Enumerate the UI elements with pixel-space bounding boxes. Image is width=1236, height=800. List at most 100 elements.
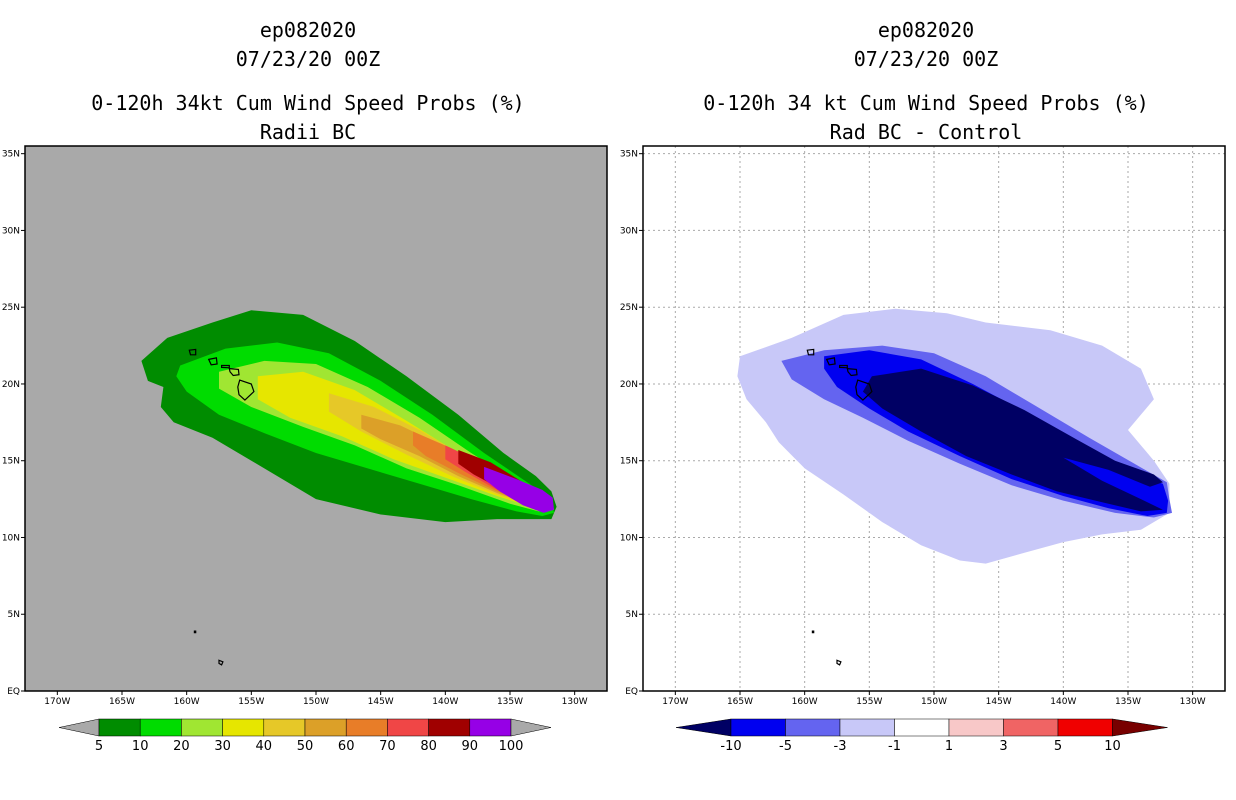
colorbar-label: -1: [888, 739, 901, 754]
colorbar-swatch: [469, 718, 512, 737]
colorbar-swatch: [730, 718, 786, 737]
colorbar-label: 90: [462, 739, 479, 754]
left-panel-title: ep082020 07/23/20 00Z 0-120h 34kt Cum Wi…: [8, 16, 608, 147]
colorbar-swatch: [345, 718, 388, 737]
y-tick-label: 30N: [2, 226, 20, 236]
chart-panel-right: 170W 165W 160W 155W 150W 145W 140W 135W 130W EQ 5N…: [620, 145, 1226, 754]
colorbar-label: -5: [779, 739, 792, 754]
x-tick-label: 170W: [662, 697, 688, 707]
colorbar-label: 5: [95, 739, 103, 754]
island-outline: [846, 367, 858, 377]
y-tick-label: 10N: [2, 533, 20, 543]
island-outline: [218, 659, 224, 666]
colorbar-swatch: [1003, 718, 1059, 737]
x-tick-label: 165W: [109, 697, 135, 707]
y-tick-label: 25N: [620, 303, 638, 313]
right-title-datetime: 07/23/20 00Z: [853, 47, 999, 71]
colorbar-label: 3: [999, 739, 1007, 754]
right-title-product: 0-120h 34 kt Cum Wind Speed Probs (%): [703, 91, 1149, 115]
x-tick-label: 140W: [432, 697, 458, 707]
colorbar-swatch: [222, 718, 265, 737]
x-tick-label: 130W: [1180, 697, 1206, 707]
colorbar-swatch: [428, 718, 471, 737]
y-tick-label: 35N: [620, 150, 638, 160]
colorbar-label: 70: [379, 739, 396, 754]
colorbar-label: 5: [1054, 739, 1062, 754]
colorbar-swatch: [894, 718, 950, 737]
x-tick-label: 150W: [921, 697, 947, 707]
colorbar: 5 10 20 30 40 50 60 70 80 90 100: [58, 718, 552, 754]
island-outlines: [806, 348, 873, 666]
chart-panel-left: 170W 165W 160W 155W 150W 145W 140W 135W 130W EQ 5N…: [2, 145, 608, 754]
colorbar-swatch: [785, 718, 841, 737]
colorbar-swatch: [304, 718, 347, 737]
x-tick-label: 160W: [792, 697, 818, 707]
island-outline: [193, 630, 197, 634]
x-tick-label: 150W: [303, 697, 329, 707]
colorbar-label: 1: [945, 739, 953, 754]
right-title-storm-id: ep082020: [877, 18, 975, 42]
x-tick-label: 155W: [856, 697, 882, 707]
left-title-product: 0-120h 34kt Cum Wind Speed Probs (%): [91, 91, 525, 115]
colorbar-label: -10: [720, 739, 741, 754]
y-tick-label: 15N: [2, 457, 20, 467]
island-outline: [855, 379, 873, 401]
x-tick-label: 160W: [174, 697, 200, 707]
contour-level-90: [484, 466, 554, 513]
colorbar-label: 100: [499, 739, 524, 754]
island-outline: [838, 364, 848, 369]
colorbar-label: 10: [1104, 739, 1121, 754]
colorbar-label: 60: [338, 739, 355, 754]
x-tick-label: 130W: [562, 697, 588, 707]
island-outline: [811, 630, 815, 634]
island-outline: [836, 659, 842, 666]
colorbar-extend-high: [1112, 718, 1168, 737]
colorbar-label: 30: [214, 739, 231, 754]
y-tick-label: 25N: [2, 303, 20, 313]
x-tick-label: 170W: [44, 697, 70, 707]
colorbar-label: 50: [297, 739, 314, 754]
colorbar: -10 -5 -3 -1 1 3 5 10: [675, 718, 1168, 754]
x-tick-label: 145W: [986, 697, 1012, 707]
colorbar-swatch: [98, 718, 141, 737]
colorbar-swatch: [1057, 718, 1113, 737]
x-tick-label: 155W: [238, 697, 264, 707]
contour-layer: [141, 310, 557, 523]
colorbar-swatch: [181, 718, 223, 737]
colorbar-label: -3: [834, 739, 847, 754]
left-title-storm-id: ep082020: [259, 18, 357, 42]
y-tick-label: 5N: [626, 610, 638, 620]
y-tick-label: 10N: [620, 533, 638, 543]
colorbar-swatch: [948, 718, 1004, 737]
x-tick-label: 135W: [497, 697, 523, 707]
island-outline: [221, 364, 230, 369]
y-tick-label: 15N: [620, 457, 638, 467]
colorbar-label: 40: [256, 739, 273, 754]
island-outline: [237, 379, 255, 401]
y-tick-label: EQ: [625, 687, 638, 697]
y-tick-label: 20N: [2, 380, 20, 390]
colorbar-swatch: [387, 718, 429, 737]
island-outline: [188, 348, 197, 356]
y-tick-label: 35N: [2, 150, 20, 160]
colorbar-extend-low: [675, 718, 732, 737]
colorbar-label: 20: [173, 739, 190, 754]
colorbar-swatch: [263, 718, 306, 737]
island-outline: [207, 357, 218, 366]
y-tick-label: EQ: [7, 687, 20, 697]
y-tick-label: 30N: [620, 226, 638, 236]
colorbar-swatch: [139, 718, 182, 737]
island-outline: [806, 348, 815, 356]
colorbar-extend-low: [58, 718, 100, 737]
colorbar-label: 80: [420, 739, 437, 754]
island-outline: [825, 357, 836, 366]
y-tick-label: 5N: [8, 610, 20, 620]
y-tick-label: 20N: [620, 380, 638, 390]
colorbar-swatch: [839, 718, 895, 737]
x-tick-label: 140W: [1050, 697, 1076, 707]
x-tick-label: 165W: [727, 697, 753, 707]
colorbar-extend-high: [510, 718, 552, 737]
contour-layer: [737, 308, 1172, 564]
left-title-subtitle: Radii BC: [259, 120, 357, 144]
x-tick-label: 135W: [1115, 697, 1141, 707]
